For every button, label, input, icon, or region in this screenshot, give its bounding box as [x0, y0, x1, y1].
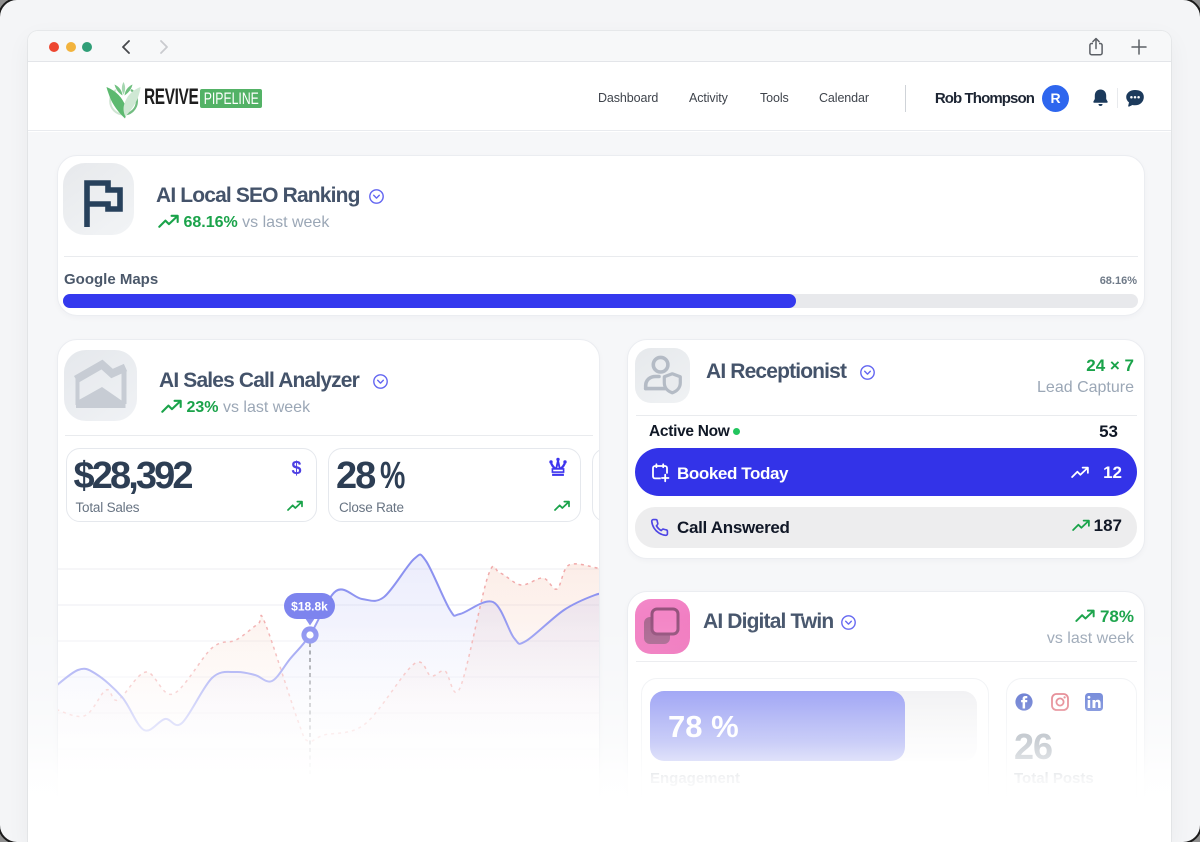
- svg-text:$18.8k: $18.8k: [291, 600, 328, 614]
